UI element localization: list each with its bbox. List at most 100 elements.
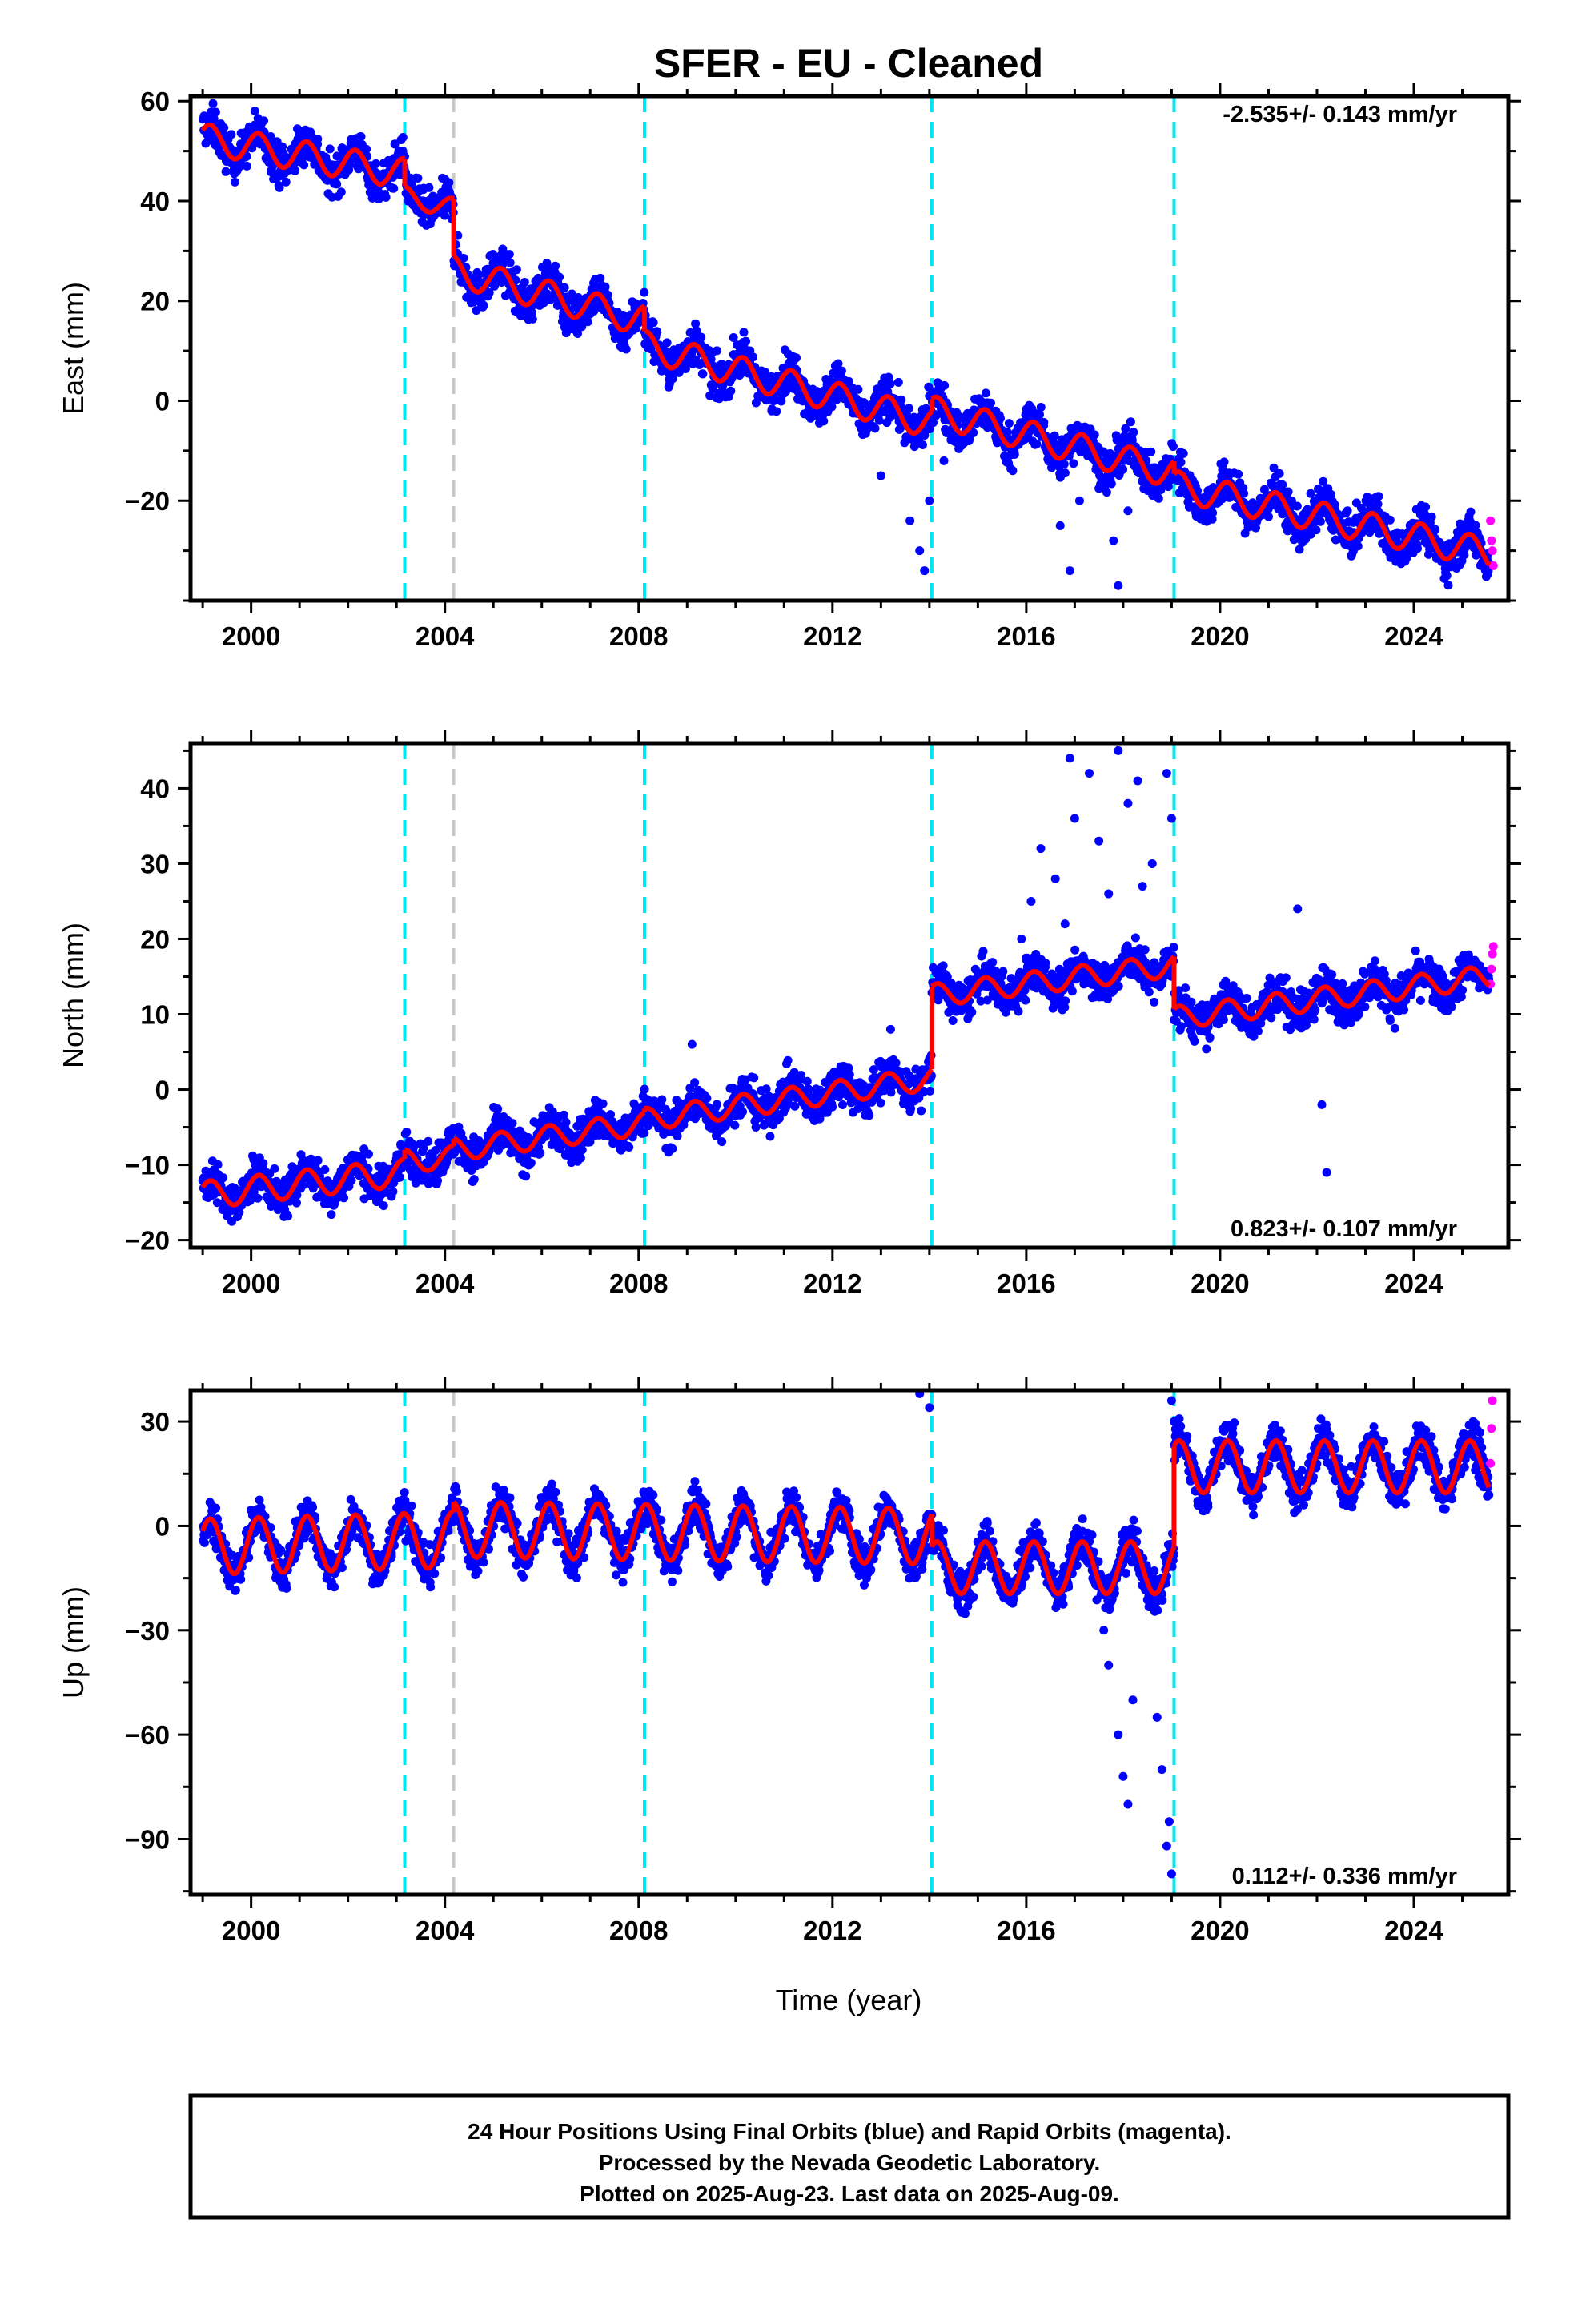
east-data-point <box>1126 417 1135 427</box>
east-y-tick-label: −20 <box>125 486 170 516</box>
east-data-point <box>1275 468 1284 478</box>
east-data-point <box>356 132 366 141</box>
east-data-point <box>1326 489 1335 499</box>
east-data-point <box>761 368 770 377</box>
east-data-point <box>542 259 552 268</box>
east-data-point <box>345 160 355 170</box>
north-data-point <box>402 1128 412 1136</box>
east-data-point <box>221 167 231 176</box>
east-data-point <box>819 416 829 426</box>
east-data-point <box>981 388 990 398</box>
east-data-point <box>691 319 701 328</box>
east-data-point <box>929 418 938 428</box>
east-data-point <box>381 192 391 202</box>
east-data-point <box>1269 463 1279 472</box>
north-data-point <box>1014 1007 1023 1016</box>
north-data-point <box>313 1156 323 1165</box>
east-data-point <box>1315 517 1325 526</box>
east-data-point <box>1036 403 1046 412</box>
east-data-point <box>1460 550 1469 560</box>
east-data-point <box>737 368 745 378</box>
east-data-point <box>520 278 529 287</box>
north-data-point <box>783 1055 793 1065</box>
east-data-point <box>698 369 708 379</box>
east-data-point <box>1471 521 1480 530</box>
east-data-point <box>1234 469 1243 479</box>
east-outlier-point <box>1114 581 1123 590</box>
north-data-point <box>624 1143 634 1152</box>
north-data-point <box>978 947 988 956</box>
east-data-point <box>662 338 672 348</box>
east-data-point <box>777 396 786 406</box>
east-model-segment-4 <box>644 328 934 436</box>
east-data-point <box>652 328 662 337</box>
east-data-point <box>362 144 371 154</box>
north-data-point <box>521 1172 531 1181</box>
east-data-point <box>1431 525 1440 534</box>
east-data-point <box>870 424 880 433</box>
north-data-point <box>702 1093 712 1103</box>
east-data-point <box>1218 494 1227 504</box>
north-data-point <box>561 1117 571 1127</box>
east-data-point <box>1319 476 1328 486</box>
east-outlier-point <box>1065 566 1074 576</box>
figure-title: SFER - EU - Cleaned <box>654 41 1043 86</box>
east-data-point <box>275 183 284 192</box>
east-data-point <box>444 178 454 187</box>
east-data-point <box>969 428 978 437</box>
east-data-point <box>1421 502 1431 512</box>
east-data-point <box>474 271 483 280</box>
north-data-point <box>270 1164 279 1173</box>
north-data-point <box>292 1198 301 1208</box>
north-data-point <box>339 1193 348 1203</box>
east-data-point <box>281 177 291 187</box>
east-data-point <box>1010 450 1019 459</box>
north-data-point <box>828 1102 837 1112</box>
east-data-point <box>697 332 706 342</box>
north-data-point <box>844 1063 853 1073</box>
east-data-point <box>1374 492 1383 501</box>
east-data-point <box>1278 480 1287 489</box>
east-data-point <box>1032 439 1042 448</box>
east-x-tick-label: 2008 <box>609 621 668 651</box>
east-data-point <box>1039 417 1049 427</box>
north-data-point <box>906 1104 916 1113</box>
east-model-segment-5 <box>930 394 1176 486</box>
north-data-point <box>606 1110 616 1120</box>
north-data-point <box>865 1111 874 1120</box>
north-data-point <box>640 1128 649 1138</box>
east-model-segment-2 <box>404 183 455 215</box>
east-data-point <box>729 333 738 342</box>
east-data-point <box>230 177 239 187</box>
east-data-point <box>1059 460 1069 469</box>
panel-east: 2000 2004 2008 2012 2016 2020 2024−200204060Ea… <box>57 83 1521 651</box>
north-data-point <box>657 1095 667 1104</box>
east-data-point <box>726 386 736 396</box>
east-data-point <box>1102 488 1111 497</box>
east-outlier-point <box>876 471 885 480</box>
north-data-point <box>469 1175 479 1184</box>
east-data-point <box>1176 457 1186 467</box>
east-data-point <box>931 411 941 420</box>
east-data-point <box>440 211 449 220</box>
north-data-point <box>838 1100 847 1109</box>
east-model-segment-6 <box>1172 469 1492 567</box>
north-data-point <box>598 1099 608 1108</box>
north-data-point <box>287 1169 296 1178</box>
north-data-point <box>876 1098 885 1108</box>
east-data-point <box>1118 464 1128 474</box>
north-data-point <box>364 1149 373 1159</box>
east-data-point <box>1331 535 1340 545</box>
east-data-point <box>227 130 236 139</box>
east-outlier-point <box>905 516 915 525</box>
east-data-point <box>504 250 514 259</box>
east-data-point <box>484 288 494 297</box>
panels-group: 2000 2004 2008 2012 2016 2020 2024−200204060Ea… <box>57 83 1521 1945</box>
east-data-point <box>833 359 843 368</box>
north-data-point <box>942 972 952 982</box>
east-data-point <box>1283 487 1293 497</box>
east-data-point <box>1295 545 1304 554</box>
east-data-point <box>1060 468 1070 478</box>
north-data-point <box>673 1132 682 1141</box>
east-data-point <box>904 404 913 413</box>
